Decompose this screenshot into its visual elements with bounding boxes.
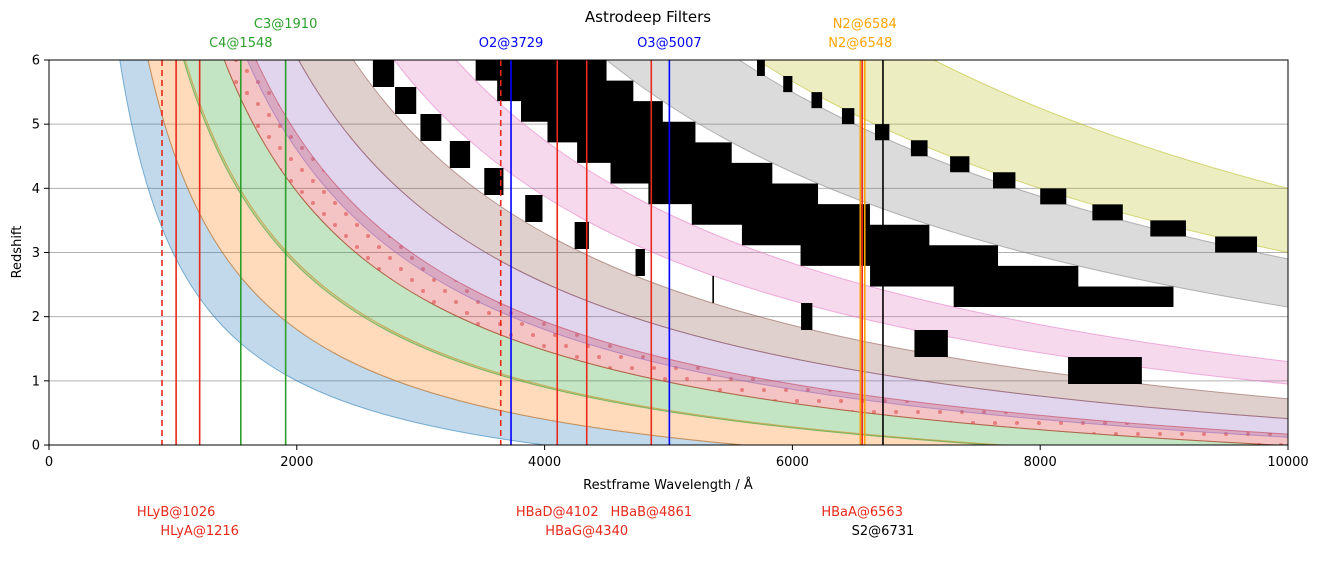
filter-band [297, 60, 1288, 420]
emission-lines [161, 60, 884, 445]
x-tick-label: 8000 [1024, 455, 1057, 470]
x-tick-label: 4000 [528, 455, 561, 470]
emission-line-label: HBaG@4340 [545, 524, 628, 539]
emission-line-label: HLyB@1026 [137, 505, 216, 520]
filter-band [393, 60, 1288, 385]
x-tick-label: 6000 [776, 455, 809, 470]
emission-line-label: HBaB@4861 [610, 505, 692, 520]
emission-line-label: N2@6584 [833, 17, 897, 32]
x-axis-label: Restframe Wavelength / Å [583, 477, 753, 493]
filter-band [147, 60, 1004, 445]
emission-line-label: HBaD@4102 [516, 505, 599, 520]
emission-line-label: S2@6731 [852, 524, 915, 539]
y-tick-label: 1 [32, 374, 40, 389]
emission-line-label: HLyA@1216 [160, 524, 239, 539]
y-tick-label: 3 [32, 246, 40, 261]
x-tick-label: 0 [45, 455, 53, 470]
x-tick-label: 2000 [280, 455, 313, 470]
emission-line-label: O2@3729 [479, 36, 544, 51]
emission-line-label: C3@1910 [254, 17, 317, 32]
chart-title: Astrodeep Filters [585, 8, 711, 26]
axes: 0 2000 4000 6000 8000 10000 0 1 2 3 4 5 6 [32, 54, 1309, 471]
line-labels: C4@1548 C3@1910 O2@3729 O3@5007 N2@6548 N2@65… [137, 17, 914, 539]
emission-line-label: O3@5007 [637, 36, 702, 51]
emission-line-label: C4@1548 [209, 36, 272, 51]
emission-line-label: HBaA@6563 [821, 505, 903, 520]
y-tick-label: 5 [32, 118, 40, 133]
y-tick-label: 2 [32, 310, 40, 325]
plot-area [49, 60, 1288, 445]
filter-gaps [372, 60, 1258, 385]
x-tick-label: 10000 [1267, 455, 1308, 470]
filter-bands [119, 60, 1288, 445]
y-tick-label: 6 [32, 54, 40, 69]
filter-band [605, 60, 1288, 308]
emission-line-label: N2@6548 [828, 36, 892, 51]
y-tick-label: 0 [32, 439, 40, 454]
filter-band [756, 60, 1288, 254]
y-tick-label: 4 [32, 182, 40, 197]
y-axis-label: Redshift [10, 226, 25, 279]
coverage-gap [372, 60, 1142, 385]
coverage-gap [475, 60, 1174, 308]
